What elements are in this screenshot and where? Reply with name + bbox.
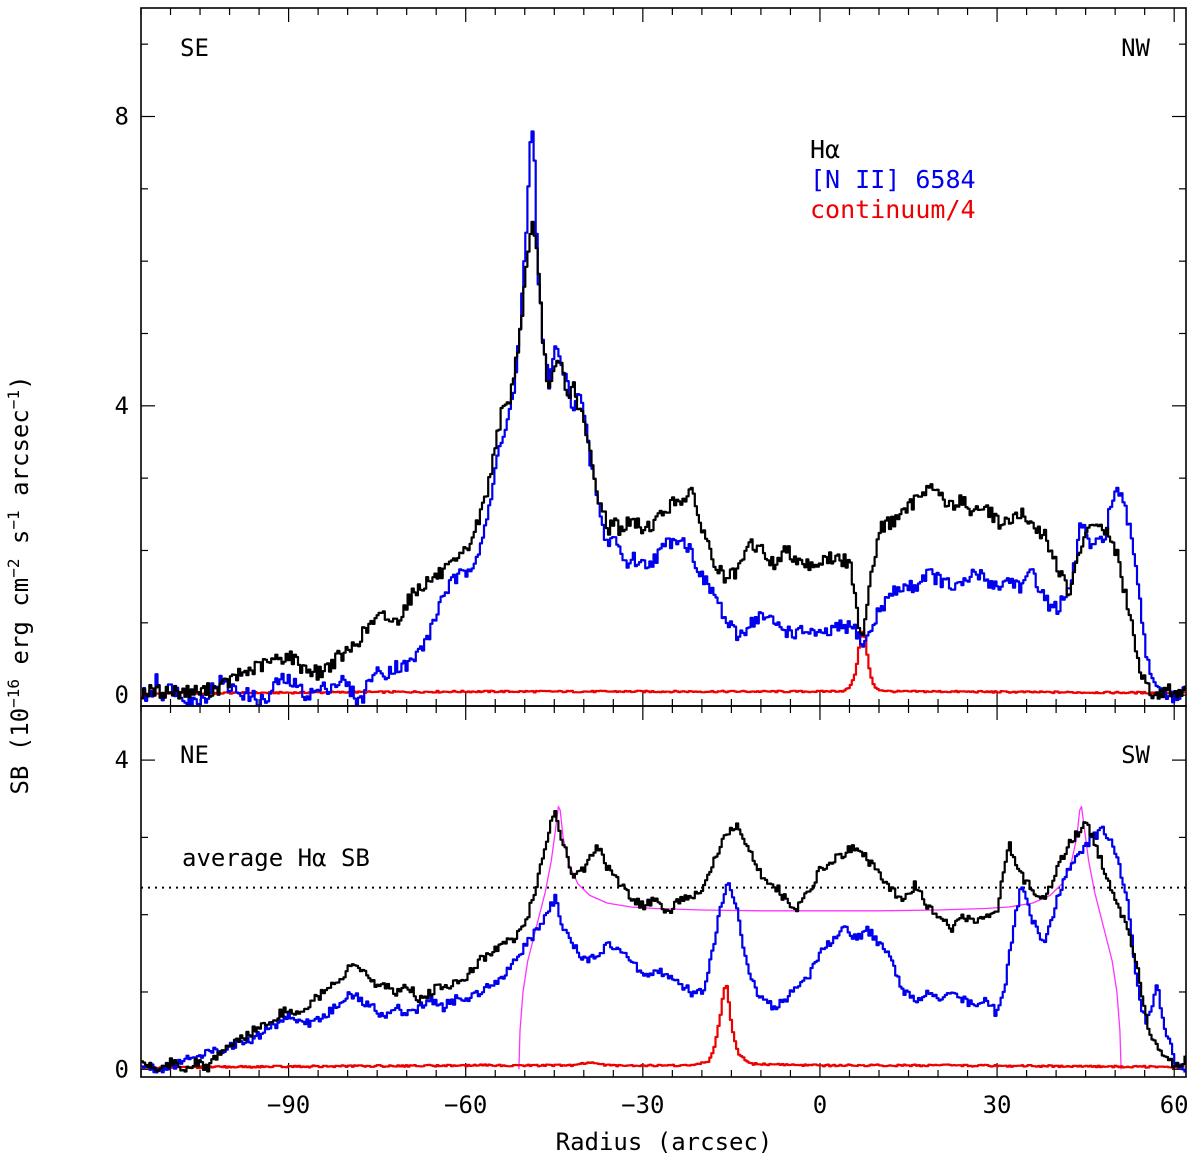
bottom-panel-frame: [140, 705, 1187, 1078]
bottom-y-tick-label: 4: [115, 746, 129, 774]
bottom-series-model: [518, 805, 1122, 1070]
bottom-series-continuum-4: [141, 984, 1185, 1070]
corner-label-ne: NE: [180, 741, 209, 769]
top-y-tick-label: 8: [115, 102, 129, 130]
x-tick-label: −30: [621, 1091, 664, 1119]
top-series-halpha: [141, 220, 1186, 700]
bottom-series-halpha: [141, 810, 1186, 1073]
corner-label-sw: SW: [1121, 741, 1150, 769]
bottom-series-n-ii-6584: [141, 825, 1186, 1074]
x-tick-label: 60: [1160, 1091, 1189, 1119]
top-series-n-ii-6584: [141, 130, 1186, 706]
x-tick-label: 0: [813, 1091, 827, 1119]
legend-continuum: continuum/4: [810, 195, 976, 224]
legend-nii: [N II] 6584: [810, 165, 976, 194]
x-tick-label: 30: [983, 1091, 1012, 1119]
y-axis-label: SB (10−16 erg cm−2 s−1 arcsec−1): [4, 375, 35, 794]
x-tick-label: −60: [444, 1091, 487, 1119]
corner-label-nw: NW: [1121, 34, 1150, 62]
bottom-panel: −90 −60 −30 0 30 60 0 4: [115, 705, 1189, 1119]
top-panel-frame: [140, 7, 1187, 707]
top-y-tick-label: 0: [115, 681, 129, 709]
corner-label-se: SE: [180, 34, 209, 62]
top-series-continuum-4: [141, 630, 1186, 696]
legend-halpha: Hα: [810, 135, 840, 164]
x-axis-label: Radius (arcsec): [556, 1128, 773, 1156]
top-panel: 0 4 8: [115, 7, 1187, 709]
top-y-tick-label: 4: [115, 392, 129, 420]
bottom-y-tick-label: 0: [115, 1055, 129, 1083]
x-tick-label: −90: [267, 1091, 310, 1119]
reference-line-label: average Hα SB: [182, 844, 370, 872]
